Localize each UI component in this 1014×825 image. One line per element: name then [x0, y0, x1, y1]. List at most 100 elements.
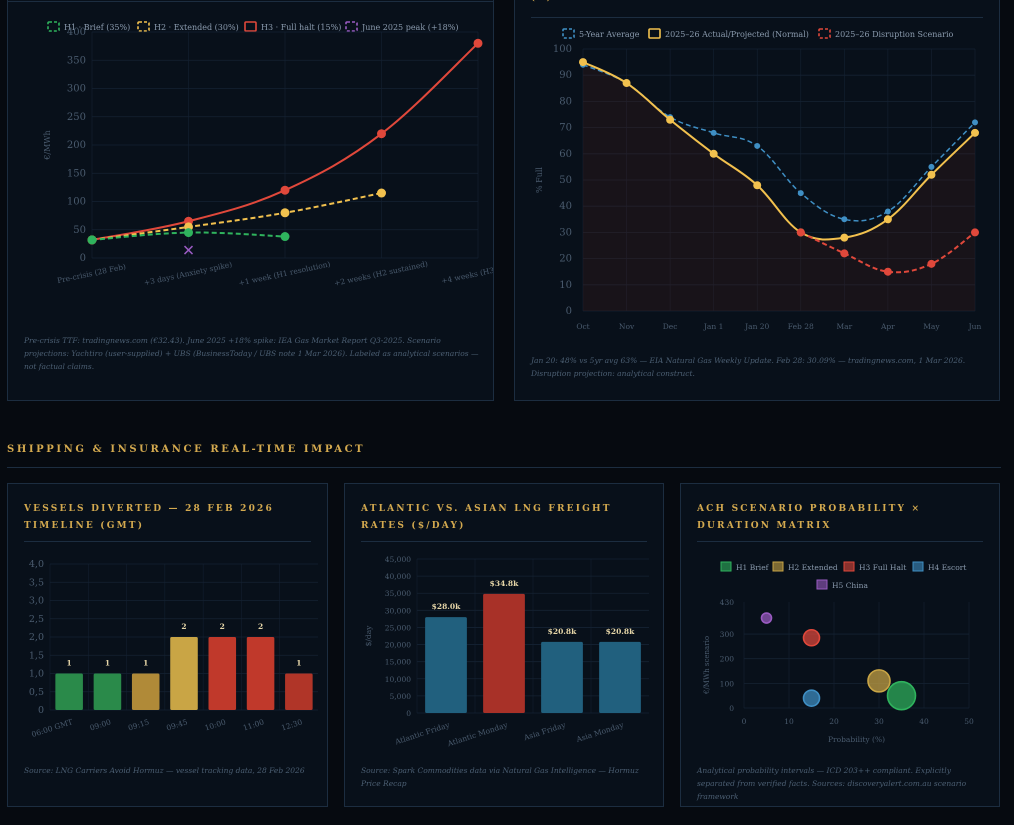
freight-value-label: $20.8k	[606, 627, 635, 636]
matrix-xtick: 10	[784, 717, 794, 726]
vessels-value-label: 2	[258, 622, 263, 631]
storage-series-disruption-point	[927, 259, 936, 268]
vessels-ytick: 3,5	[29, 577, 44, 588]
vessels-xtick: 09:00	[89, 717, 113, 732]
section-rule	[7, 467, 1001, 468]
ttf-legend-3-label: H3 · Full halt (15%)	[261, 23, 341, 32]
vessels-title: VESSELS DIVERTED — 28 FEB 2026 TIMELINE …	[24, 504, 274, 531]
storage-series-actual-point	[666, 115, 675, 124]
ttf-ylabel: €/MWh	[43, 130, 52, 160]
vessels-ytick: 1,5	[29, 650, 44, 661]
vessels-xtick: 12:30	[280, 717, 304, 732]
storage-series-actual-point	[753, 181, 762, 190]
ttf-ytick: 300	[67, 84, 86, 95]
vessels-bar	[285, 673, 313, 710]
storage-series-disruption-point	[796, 228, 805, 237]
matrix-xtick: 20	[829, 717, 839, 726]
storage-legend-3-label: 2025–26 Disruption Scenario	[835, 30, 954, 39]
storage-series-five-year-avg-point	[841, 216, 848, 223]
ttf-xtick: +4 weeks (H3 halt)	[440, 261, 493, 285]
ttf-chart: H1 · Brief (35%) H2 · Extended (30%) H3 · …	[43, 21, 493, 288]
matrix-xtick: 40	[919, 717, 929, 726]
vessels-xtick: 06:00 GMT	[30, 717, 73, 739]
freight-ylabel: $/day	[364, 625, 373, 647]
vessels-xtick: 09:15	[127, 717, 151, 732]
freight-ytick: 0	[406, 709, 411, 718]
vessels-ytick: 3,0	[29, 596, 44, 607]
freight-ytick: 45,000	[385, 555, 411, 564]
matrix-chart: H1 Brief H2 Extended H3 Full Halt H4 Escort…	[703, 561, 974, 744]
matrix-xlabel: Probability (%)	[828, 735, 885, 744]
freight-value-label: $20.8k	[548, 627, 577, 636]
matrix-bubble-h3-full-halt	[802, 628, 821, 647]
storage-xtick: Jan 1	[703, 322, 723, 331]
freight-ytick: 20,000	[385, 641, 411, 650]
storage-ytick: 50	[559, 175, 572, 186]
storage-xtick: Mar	[836, 322, 852, 331]
ttf-legend-3-swatch	[244, 21, 257, 32]
vessels-value-label: 1	[143, 659, 148, 668]
matrix-legend-5-swatch	[816, 579, 828, 590]
vessels-value-label: 2	[220, 622, 225, 631]
freight-bar	[599, 641, 641, 713]
matrix-ytick: 0	[729, 704, 734, 713]
freight-ytick: 15,000	[385, 658, 411, 667]
vessels-title-rule	[24, 541, 311, 542]
storage-series-five-year-avg-point	[928, 163, 935, 170]
ttf-series-h2-point	[280, 208, 290, 218]
vessels-ytick: 2,5	[29, 614, 44, 625]
storage-series-five-year-avg-point	[884, 208, 891, 215]
vessels-bar	[131, 673, 160, 710]
matrix-xtick: 50	[964, 717, 974, 726]
vessels-bar	[170, 637, 198, 710]
storage-legend-3-swatch	[818, 28, 831, 39]
storage-note: Jan 20: 48% vs 5yr avg 63% — EIA Natural…	[531, 356, 966, 378]
storage-series-actual-point	[622, 79, 631, 88]
ttf-legend-1-label: H1 · Brief (35%)	[64, 23, 130, 32]
matrix-legend-4-label: H4 Escort	[928, 563, 966, 572]
storage-chart: 5-Year Average 2025–26 Actual/Projected (…	[535, 28, 982, 331]
storage-xtick: Oct	[576, 322, 589, 331]
storage-ytick: 30	[559, 227, 572, 238]
storage-ytick: 10	[559, 280, 572, 291]
ttf-series-h3-point	[473, 38, 483, 48]
vessels-xtick: 10:00	[204, 717, 228, 732]
matrix-bubble-h1-brief	[886, 680, 917, 711]
ttf-legend-2-swatch	[137, 21, 150, 32]
vessels-chart: 0 0,5 1,0 1,5 2,0 2,5 3,0 3,5 4,0 1 06:00 GMT 1 09:0…	[29, 559, 318, 739]
matrix-legend-2-swatch	[772, 561, 784, 572]
storage-series-actual-point	[579, 58, 587, 67]
ttf-panel: H1 · Brief (35%) H2 · Extended (30%) H3 · …	[7, 0, 494, 401]
storage-legend-1-label: 5-Year Average	[579, 30, 640, 39]
matrix-legend-3-label: H3 Full Halt	[859, 563, 906, 572]
storage-ytick: 40	[559, 201, 572, 212]
vessels-ytick: 4,0	[29, 559, 44, 570]
storage-ytick: 100	[553, 44, 572, 55]
storage-legend-2-swatch	[648, 28, 661, 39]
freight-panel: ATLANTIC VS. ASIAN LNG FREIGHT RATES ($/…	[344, 483, 664, 807]
freight-xtick: Asia Monday	[574, 720, 625, 744]
ttf-series-h1-point	[280, 232, 290, 242]
storage-ytick: 60	[559, 149, 572, 160]
freight-ytick: 35,000	[385, 589, 411, 598]
vessels-bar	[93, 673, 122, 710]
storage-series-disruption-point	[883, 267, 892, 276]
storage-ylabel: % Full	[535, 167, 544, 193]
ttf-ytick: 400	[67, 27, 86, 38]
freight-bar	[483, 593, 525, 713]
ttf-note: Pre-crisis TTF: tradingnews.com (€32.43)…	[24, 336, 479, 371]
ttf-legend-2-label: H2 · Extended (30%)	[154, 23, 239, 32]
vessels-ytick: 0	[38, 705, 44, 716]
vessels-bar	[246, 637, 275, 710]
matrix-bubble-h5-china	[760, 612, 773, 624]
vessels-value-label: 1	[105, 659, 110, 668]
ttf-ytick: 250	[67, 112, 86, 123]
storage-xtick: Jun	[968, 322, 982, 331]
matrix-ytick: 100	[720, 679, 735, 688]
matrix-ytick: 300	[720, 630, 735, 639]
storage-area-fill	[583, 62, 975, 311]
vessels-value-label: 1	[67, 659, 72, 668]
storage-series-five-year-avg-point	[972, 119, 978, 126]
vessels-xtick: 11:00	[242, 717, 266, 732]
storage-series-five-year-avg-point	[797, 190, 804, 197]
